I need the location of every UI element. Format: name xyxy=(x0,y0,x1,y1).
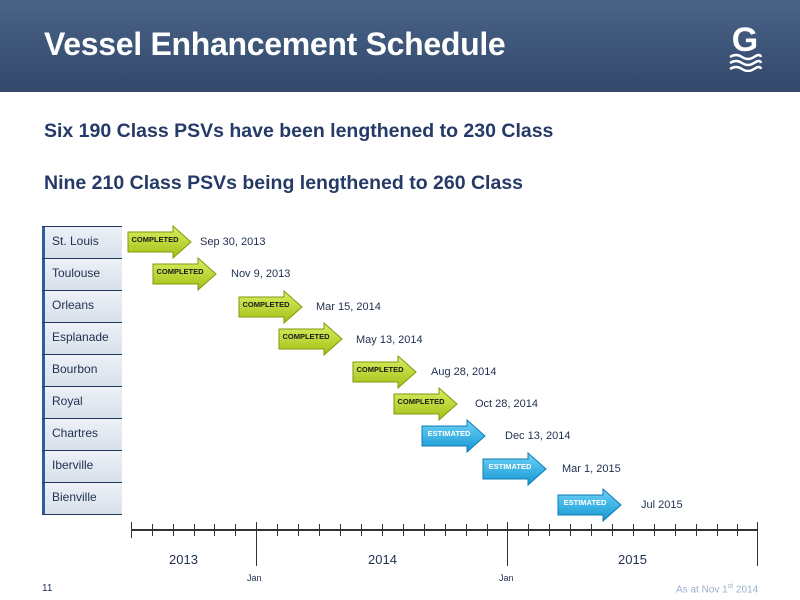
status-arrow-royal: COMPLETED xyxy=(393,387,459,421)
estimated-date: Dec 13, 2014 xyxy=(505,430,571,442)
timeline-tick xyxy=(173,524,174,536)
page-number: 11 xyxy=(42,583,53,594)
timeline-tick xyxy=(131,522,132,538)
page-title: Vessel Enhancement Schedule xyxy=(44,26,506,62)
status-label: COMPLETED xyxy=(282,332,330,341)
vessel-name: Orleans xyxy=(52,298,95,312)
timeline-tick xyxy=(737,524,738,536)
vessel-name: Bienville xyxy=(52,490,97,504)
timeline-tick xyxy=(277,524,278,536)
completion-date: Aug 28, 2014 xyxy=(431,366,497,378)
timeline-tick xyxy=(696,524,697,536)
jan-label-2015: Jan xyxy=(499,573,514,583)
vessel-row-orleans: Orleans xyxy=(42,291,122,322)
timeline-tick xyxy=(361,524,362,536)
status-arrow-esplanade: COMPLETED xyxy=(278,322,344,356)
timeline-tick xyxy=(152,524,153,536)
status-label: COMPLETED xyxy=(397,397,445,406)
status-label: COMPLETED xyxy=(242,300,290,309)
timeline-tick xyxy=(570,524,571,536)
status-label: ESTIMATED xyxy=(488,462,532,471)
estimated-date: Jul 2015 xyxy=(641,499,683,511)
year-label-2014: 2014 xyxy=(368,552,397,567)
vessel-name: Toulouse xyxy=(52,266,101,280)
timeline-tick xyxy=(633,524,634,536)
status-label: COMPLETED xyxy=(131,235,179,244)
timeline-year-divider xyxy=(507,522,508,566)
status-arrow-bourbon: COMPLETED xyxy=(352,355,418,389)
as-at-date: As at Nov 1st 2014 xyxy=(676,583,759,596)
vessel-name: Chartres xyxy=(52,426,99,440)
timeline-tick xyxy=(654,524,655,536)
vessel-row-bourbon: Bourbon xyxy=(42,355,122,386)
status-label: ESTIMATED xyxy=(427,429,471,438)
timeline-tick xyxy=(549,524,550,536)
year-label-2015: 2015 xyxy=(618,552,647,567)
subtitle-lengthened: Six 190 Class PSVs have been lengthened … xyxy=(44,120,554,142)
jan-label-2014: Jan xyxy=(247,573,262,583)
vessel-row-iberville: Iberville xyxy=(42,451,122,482)
vessel-row-toulouse: Toulouse xyxy=(42,259,122,290)
timeline-year-divider xyxy=(757,522,758,566)
timeline-tick xyxy=(403,524,404,536)
timeline-tick xyxy=(487,524,488,536)
status-arrow-chartres: ESTIMATED xyxy=(421,419,487,453)
header-band: Vessel Enhancement Schedule G xyxy=(0,0,800,92)
vessel-name: St. Louis xyxy=(52,234,99,248)
timeline-tick xyxy=(194,524,195,536)
vessel-row-esplanade: Esplanade xyxy=(42,323,122,354)
timeline-tick xyxy=(612,524,613,536)
status-label: COMPLETED xyxy=(156,267,204,276)
timeline-tick xyxy=(591,524,592,536)
timeline-tick xyxy=(319,524,320,536)
vessel-name: Iberville xyxy=(52,458,94,472)
timeline-tick xyxy=(717,524,718,536)
status-arrow-bienville: ESTIMATED xyxy=(557,488,623,522)
timeline-tick xyxy=(298,524,299,536)
timeline-tick xyxy=(214,524,215,536)
timeline-tick xyxy=(528,524,529,536)
completion-date: Nov 9, 2013 xyxy=(231,268,291,280)
vessel-row-st-louis: St. Louis xyxy=(42,227,122,258)
completion-date: Sep 30, 2013 xyxy=(200,236,266,248)
status-arrow-orleans: COMPLETED xyxy=(238,290,304,324)
timeline-tick xyxy=(340,524,341,536)
estimated-date: Mar 1, 2015 xyxy=(562,463,621,475)
year-label-2013: 2013 xyxy=(169,552,198,567)
status-label: ESTIMATED xyxy=(563,498,607,507)
vessel-name: Bourbon xyxy=(52,362,98,376)
timeline-tick xyxy=(675,524,676,536)
subtitle-being-lengthened: Nine 210 Class PSVs being lengthened to … xyxy=(44,172,524,194)
timeline-tick xyxy=(235,524,236,536)
completion-date: Oct 28, 2014 xyxy=(475,398,538,410)
status-arrow-st-louis: COMPLETED xyxy=(127,225,193,259)
vessel-row-royal: Royal xyxy=(42,387,122,418)
timeline-axis xyxy=(131,529,758,531)
logo-letter: G xyxy=(732,22,758,59)
vessel-name: Esplanade xyxy=(52,330,109,344)
company-logo-icon: G xyxy=(729,22,763,72)
timeline-tick xyxy=(445,524,446,536)
timeline-year-divider xyxy=(256,522,257,566)
status-arrow-iberville: ESTIMATED xyxy=(482,452,548,486)
timeline-tick xyxy=(424,524,425,536)
vessel-row-bienville: Bienville xyxy=(42,483,122,514)
status-arrow-toulouse: COMPLETED xyxy=(152,257,218,291)
status-label: COMPLETED xyxy=(356,365,404,374)
vessel-name: Royal xyxy=(52,394,83,408)
timeline-tick xyxy=(466,524,467,536)
completion-date: May 13, 2014 xyxy=(356,334,423,346)
completion-date: Mar 15, 2014 xyxy=(316,301,381,313)
vessel-row-chartres: Chartres xyxy=(42,419,122,450)
timeline-tick xyxy=(382,524,383,536)
